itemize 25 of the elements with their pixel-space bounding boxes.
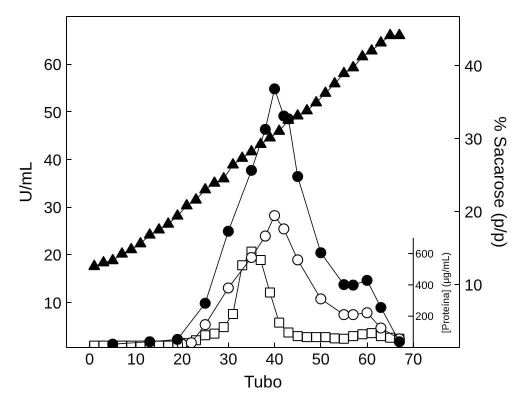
y-tick-label: 60 (44, 57, 62, 74)
y3-tick-label: 600 (415, 248, 434, 261)
y2-tick-label: 20 (464, 204, 482, 222)
x-tick-label: 0 (85, 352, 94, 368)
y-axis-title: U/mL (16, 162, 36, 202)
y-tick-label: 50 (44, 104, 62, 122)
y-tick-label: 40 (44, 152, 62, 170)
x-tick-label: 60 (358, 352, 376, 368)
y-tick-label: 20 (44, 248, 62, 265)
y2-axis-title: % Sacarose (p/p) (490, 116, 510, 248)
x-tick-label: 20 (173, 352, 192, 368)
x-tick-label: 10 (126, 352, 145, 368)
y-tick-label: 10 (44, 295, 62, 312)
x-tick-label: 50 (312, 352, 330, 368)
x-tick-label: 40 (266, 352, 284, 368)
x-tick-label: 30 (219, 352, 238, 368)
y3-axis-title: [Proteína] (μg/mL) (440, 252, 452, 334)
y2-tick-label: 30 (464, 132, 482, 149)
x-axis-title: Tubo (244, 372, 282, 392)
y-tick-label: 30 (44, 200, 62, 218)
y2-tick-label: 10 (464, 278, 482, 295)
x-tick-label: 70 (404, 352, 422, 368)
y3-tick-label: 200 (415, 311, 434, 324)
y2-tick-label: 40 (464, 58, 482, 76)
y3-tick-label: 400 (415, 280, 434, 292)
